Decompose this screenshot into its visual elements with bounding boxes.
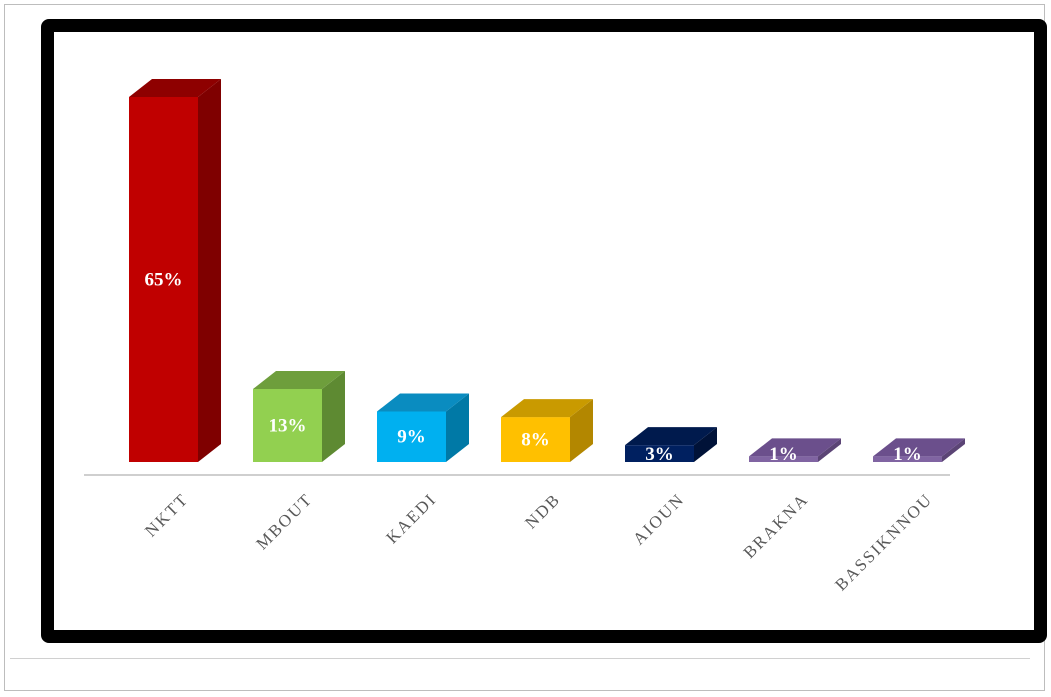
tick-labels-group: NKTT MBOUT KAEDI NDB AIOUN BRAKNA BASSIKNNOU [141, 489, 936, 594]
bar-side-kaedi [446, 393, 469, 462]
tick-label-brakna: BRAKNA [740, 489, 813, 562]
bars-group [129, 79, 965, 462]
tick-label-kaedi: KAEDI [382, 489, 440, 547]
data-label-ndb: 8% [521, 430, 550, 451]
bar-side-aioun [694, 427, 717, 462]
tick-label-nktt: NKTT [141, 489, 192, 540]
bar-top-bassiknnou [873, 438, 965, 457]
bar-side-nktt [198, 79, 221, 462]
bar-side-brakna [818, 438, 841, 462]
bar-front-bassiknnou [873, 456, 942, 462]
bar-side-ndb [570, 399, 593, 462]
tick-label-bassiknnou: BASSIKNNOU [831, 489, 936, 594]
bar-side-bassiknnou [942, 438, 965, 462]
bar-top-aioun [625, 427, 717, 446]
data-label-brakna: 1% [769, 444, 798, 465]
tick-label-aioun: AIOUN [629, 489, 688, 548]
tick-label-mbout: MBOUT [252, 489, 316, 553]
data-labels-group: 65% 13% 9% 8% 3% 1% 1% [145, 270, 922, 466]
data-label-nktt: 65% [145, 270, 183, 291]
bar-top-brakna [749, 438, 841, 457]
bar-front-nktt [129, 97, 198, 462]
bar-top-kaedi [377, 393, 469, 412]
bar-front-ndb [501, 417, 570, 462]
bar-front-kaedi [377, 411, 446, 462]
bar-top-ndb [501, 399, 593, 418]
bar-top-nktt [129, 79, 221, 97]
bar-front-aioun [625, 445, 694, 462]
bar-front-mbout [253, 389, 322, 462]
bottom-divider [10, 658, 1030, 659]
bar-front-brakna [749, 456, 818, 462]
data-label-bassiknnou: 1% [893, 444, 922, 465]
bar-top-mbout [253, 371, 345, 389]
bar-side-mbout [322, 371, 345, 462]
data-label-kaedi: 9% [397, 427, 426, 448]
tick-label-ndb: NDB [521, 489, 564, 532]
data-label-mbout: 13% [269, 416, 307, 437]
data-label-aioun: 3% [645, 444, 674, 465]
